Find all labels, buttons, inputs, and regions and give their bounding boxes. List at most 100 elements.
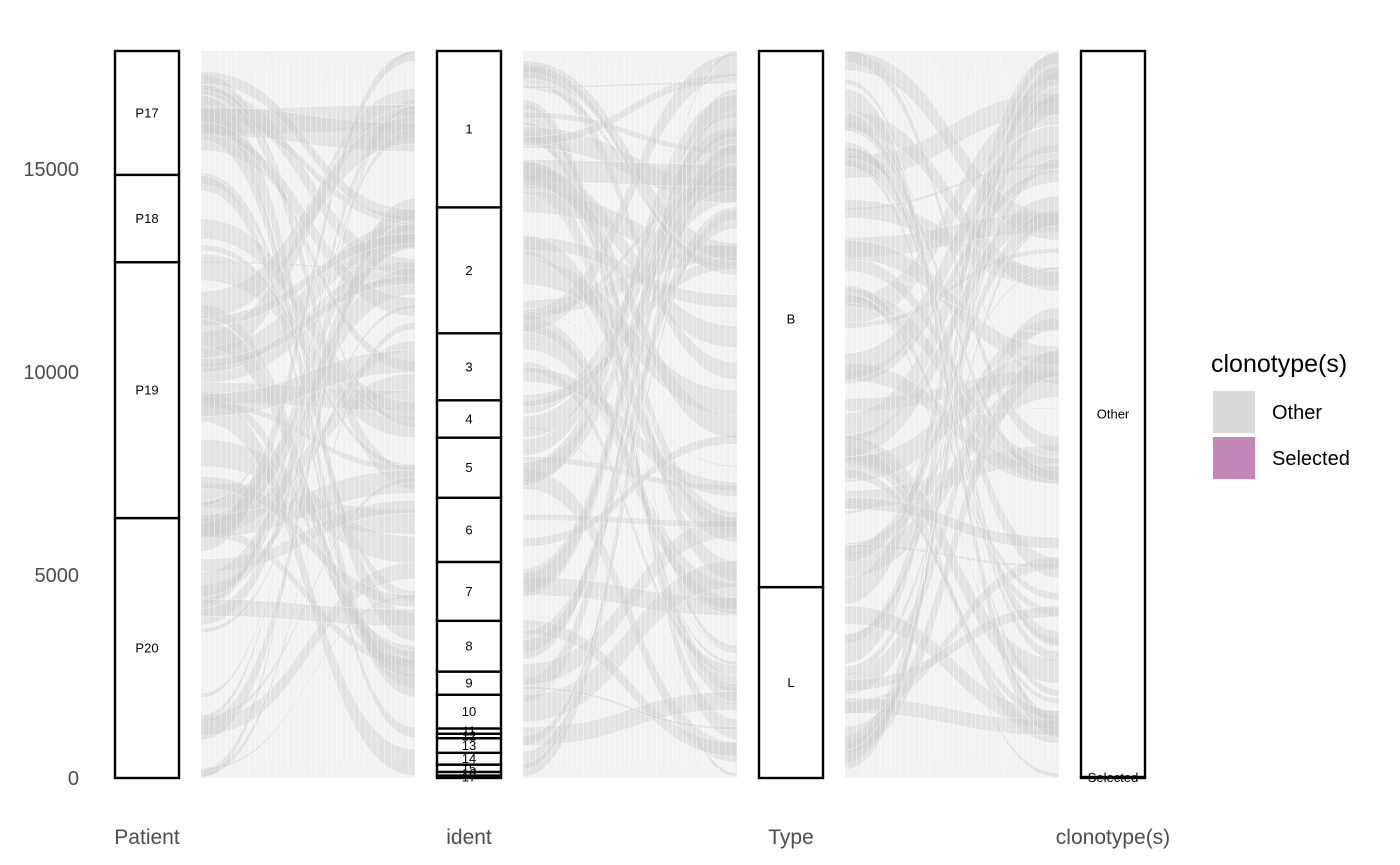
legend-swatch-other — [1213, 391, 1255, 433]
flow-ribbon — [522, 691, 738, 747]
x-axis-label-patient: Patient — [114, 826, 180, 849]
flow-ribbon — [522, 50, 738, 770]
flow-ribbon — [200, 115, 416, 698]
flow-ribbon — [200, 222, 416, 598]
y-tick-label: 0 — [68, 768, 79, 790]
flow-ribbon — [522, 165, 738, 703]
flow-ribbon — [844, 92, 1060, 764]
flow-ribbon — [522, 60, 738, 262]
flow-ribbon — [200, 256, 416, 417]
flow-ribbon — [522, 425, 738, 614]
flow-ribbon — [522, 250, 738, 666]
flow-ribbon — [844, 146, 1060, 482]
flow-ribbon — [844, 52, 1060, 605]
flow-ribbon — [844, 291, 1060, 705]
flow-ribbon — [522, 206, 738, 653]
flow-ribbon — [200, 253, 416, 439]
flow-ribbon — [522, 576, 738, 617]
flow-ribbon — [200, 123, 416, 507]
flow-ribbon — [200, 340, 416, 596]
legend-label-other: Other — [1272, 402, 1322, 424]
stratum-label-ident-11: 11 — [462, 724, 476, 739]
flow-ribbon — [522, 559, 738, 723]
stratum-label-patient-p17: P17 — [135, 105, 158, 120]
flow-ribbon — [844, 125, 1060, 381]
stratum-label-patient-p18: P18 — [135, 211, 158, 226]
flow-ribbon — [200, 438, 416, 564]
flow-ribbon — [200, 395, 416, 777]
flow-ribbon — [844, 605, 1060, 692]
stratum-label-patient-p20: P20 — [135, 641, 158, 656]
flow-ribbon — [200, 99, 416, 779]
y-tick-label: 5000 — [35, 565, 80, 587]
flow-ribbon — [522, 513, 738, 528]
stratum-label-clonotype-s-other: Other — [1097, 406, 1130, 421]
y-axis: 0 5000 10000 15000 — [23, 159, 79, 790]
stratum-label-ident-7: 7 — [465, 584, 472, 599]
flow-ribbon — [844, 146, 1060, 579]
flow-ribbon — [844, 50, 1060, 453]
flow-ribbon — [522, 244, 738, 317]
stratum-type-b — [757, 49, 825, 589]
flow-ribbon — [200, 482, 416, 535]
flow-ribbon — [522, 179, 738, 321]
stratum-ident-7 — [435, 560, 503, 623]
flow-ribbon — [200, 244, 416, 471]
flow-ribbon — [200, 267, 416, 529]
flow-ribbon — [522, 191, 738, 654]
flow-ribbon — [522, 341, 738, 706]
flow-ribbon — [844, 50, 1060, 385]
flow-ribbon — [844, 158, 1060, 645]
flow-ribbon — [522, 73, 738, 146]
stratum-label-ident-17: 17 — [462, 769, 476, 784]
flow-ribbon — [844, 284, 1060, 618]
stratum-label-ident-1: 1 — [465, 122, 472, 137]
stratum-label-ident-16: 16 — [462, 766, 476, 781]
stratum-ident-2 — [435, 206, 503, 335]
flow-ribbon — [200, 303, 416, 634]
flow-ribbon — [522, 165, 738, 349]
flow-ribbon — [522, 320, 738, 694]
stratum-label-ident-8: 8 — [465, 639, 472, 654]
flow-ribbon — [200, 562, 416, 736]
stratum-label-ident-13: 13 — [462, 738, 476, 753]
flow-ribbon — [844, 120, 1060, 663]
flow-ribbon — [200, 218, 416, 423]
flow-layer — [200, 50, 1060, 779]
x-axis-label-type: Type — [768, 826, 814, 849]
flow-ribbon — [522, 98, 738, 740]
flow-ribbon — [200, 598, 416, 627]
flow-ribbon — [200, 95, 416, 642]
flow-ribbon — [522, 103, 738, 778]
flow-ribbon — [200, 469, 416, 538]
flow-ribbon — [200, 304, 416, 674]
flow-ribbon — [844, 257, 1060, 473]
x-axis: Patient ident Type clonotype(s) — [114, 826, 1170, 849]
flow-ribbon — [522, 122, 738, 582]
flow-ribbon — [200, 105, 416, 699]
flow-ribbon — [522, 111, 738, 155]
flow-ribbon — [522, 209, 738, 746]
flow-ribbon — [522, 310, 738, 688]
flow-ribbon — [522, 118, 738, 653]
flow-ribbon — [200, 73, 416, 490]
flow-band-bg — [845, 51, 1059, 778]
flow-ribbon — [844, 434, 1060, 778]
stratum-ident-5 — [435, 436, 503, 499]
flow-ribbon — [522, 256, 738, 407]
flow-ribbon — [200, 126, 416, 279]
flow-ribbon — [844, 468, 1060, 721]
flow-ribbon — [844, 215, 1060, 676]
flow-ribbon — [200, 594, 416, 771]
stratum-label-type-b: B — [787, 312, 796, 327]
flow-ribbon — [522, 159, 738, 188]
flow-ribbon — [200, 50, 416, 722]
y-tick-label: 10000 — [23, 362, 79, 384]
stratum-patient-p19 — [113, 260, 181, 520]
flow-ribbon — [522, 111, 738, 595]
stratum-label-clonotype-s-selected: Selected — [1088, 770, 1139, 785]
stratum-ident-1 — [435, 49, 503, 209]
flow-ribbon — [200, 109, 416, 225]
stratum-label-ident-9: 9 — [465, 676, 472, 691]
